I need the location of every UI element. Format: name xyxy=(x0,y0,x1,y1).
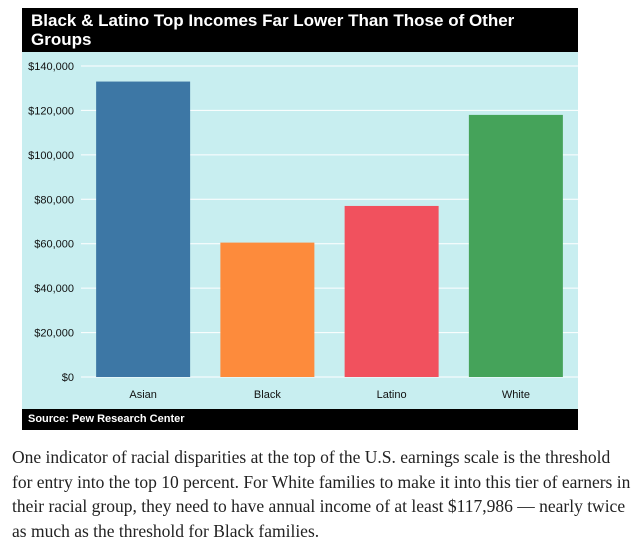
chart-title: Black & Latino Top Incomes Far Lower Tha… xyxy=(22,8,578,52)
y-tick-label: $80,000 xyxy=(34,194,74,206)
bar-asian xyxy=(96,81,191,378)
x-tick-label: White xyxy=(502,389,530,401)
y-tick-label: $40,000 xyxy=(34,283,74,295)
y-tick-label: $20,000 xyxy=(34,328,74,340)
x-tick-label: Latino xyxy=(377,389,407,401)
y-tick-label: $60,000 xyxy=(34,239,74,251)
y-tick-label: $0 xyxy=(62,372,74,384)
x-tick-label: Asian xyxy=(129,389,157,401)
chart-figure: Black & Latino Top Incomes Far Lower Tha… xyxy=(22,8,578,430)
bar-white xyxy=(468,114,563,377)
chart-source: Source: Pew Research Center xyxy=(22,409,578,430)
bar-chart: $0 $20,000 $40,000 $60,000 $80,000 $100,000 $1… xyxy=(28,61,578,401)
y-tick-label: $120,000 xyxy=(28,105,74,117)
y-tick-label: $140,000 xyxy=(28,61,74,73)
bar-black xyxy=(220,242,315,377)
x-tick-label: Black xyxy=(254,389,281,401)
article-caption: One indicator of racial disparities at t… xyxy=(12,447,631,541)
bar-latino xyxy=(344,205,439,377)
y-tick-label: $100,000 xyxy=(28,150,74,162)
